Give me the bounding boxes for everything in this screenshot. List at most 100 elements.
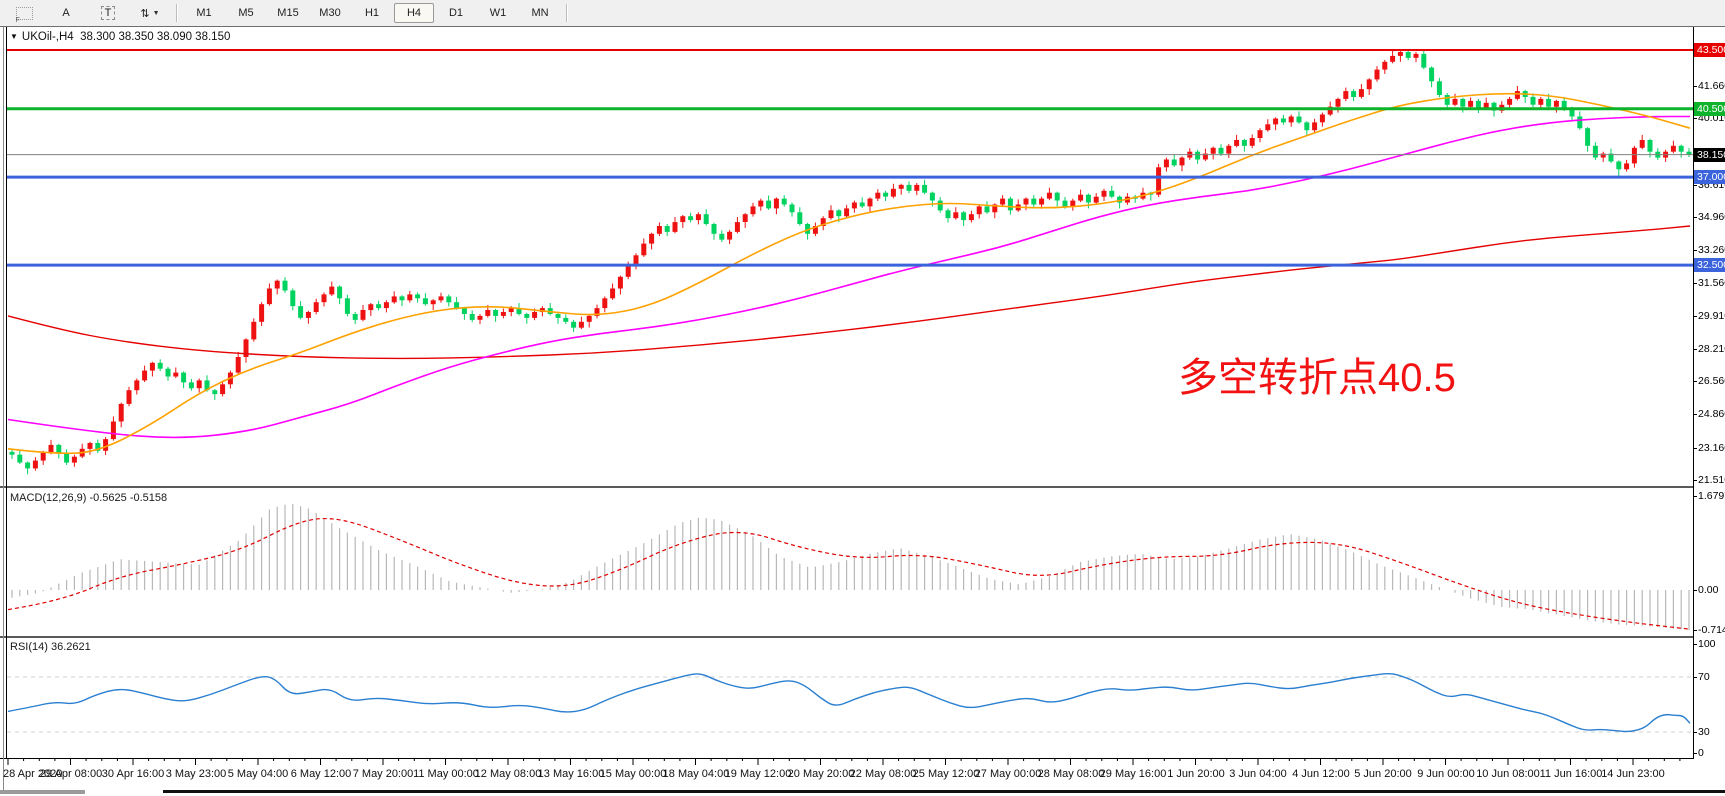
candle-body [352, 314, 358, 320]
candle-body [87, 443, 93, 449]
price-badge-43.500: 43.500 [1694, 43, 1725, 57]
candle-body [32, 460, 38, 469]
candle-body [563, 317, 569, 322]
price-axis-label: 23.160 [1698, 442, 1725, 454]
price-axis-label: 33.260 [1698, 244, 1725, 256]
scrollbar-track-line [163, 790, 1725, 793]
candle-body [922, 184, 928, 193]
candle-body [1117, 196, 1123, 203]
timeframe-button-d1[interactable]: D1 [448, 7, 464, 19]
candle-body [1007, 198, 1013, 211]
horizontal-scrollbar[interactable] [0, 789, 1725, 796]
candle-body [875, 192, 881, 199]
candle-body [1366, 79, 1372, 90]
candle-body [1553, 100, 1559, 107]
candle-body [828, 210, 834, 219]
price-badge-32.500: 32.500 [1694, 258, 1725, 272]
ma-fast-orange-line [7, 92, 1691, 455]
candle-body [251, 321, 257, 340]
candle-body [1374, 69, 1380, 80]
chart-window[interactable]: ▼ UKOil-,H4 38.300 38.350 38.090 38.150 M… [0, 27, 1725, 796]
timeframe-button-w1[interactable]: W1 [489, 7, 507, 19]
candle-body [1257, 130, 1263, 138]
candle-body [1241, 140, 1247, 146]
candle-body [532, 312, 538, 318]
candle-body [602, 298, 608, 309]
time-axis-label: 6 May 12:00 [290, 768, 352, 780]
candle-body [1265, 124, 1271, 131]
timeframe-button-h4[interactable]: H4 [394, 3, 434, 23]
candle-body [812, 226, 818, 234]
price-annotation-text[interactable]: 多空转折点40.5 [1178, 356, 1456, 400]
pane-separator[interactable] [0, 636, 1694, 638]
candle-body [742, 214, 748, 222]
candle-body [1249, 138, 1255, 146]
candle-body [1608, 153, 1614, 162]
candle-body [64, 452, 70, 463]
candle-body [181, 372, 187, 383]
rsi-axis-tick [1693, 732, 1697, 733]
candle-body [454, 302, 460, 309]
time-axis-label: 10 Jun 08:00 [1476, 768, 1540, 780]
candle-body [48, 444, 54, 453]
arrows-tool-button[interactable]: ⇅ ▼ [130, 3, 170, 23]
time-axis-label: 20 May 20:00 [787, 768, 855, 780]
rsi-pane-canvas[interactable] [0, 638, 1694, 758]
scrollbar-thumb[interactable] [0, 790, 85, 794]
candle-body [968, 214, 974, 221]
candle-body [664, 226, 670, 232]
candle-body [188, 382, 194, 389]
ma-slow-red-line [7, 225, 1691, 360]
candle-body [773, 198, 779, 209]
price-axis-label: 41.660 [1698, 80, 1725, 92]
candle-body [1343, 91, 1349, 99]
candle-body [719, 233, 725, 240]
collapse-caret-icon[interactable]: ▼ [10, 32, 18, 41]
candle-body [859, 202, 865, 207]
text-label-tool-button[interactable]: A [46, 3, 86, 23]
timeframe-button-h1[interactable]: H1 [364, 7, 380, 19]
text-box-tool-button[interactable]: T [88, 3, 128, 23]
price-axis-tick [1693, 316, 1697, 317]
candle-body [71, 456, 77, 463]
macd-pane-canvas[interactable] [0, 489, 1694, 635]
pane-separator[interactable] [0, 486, 1694, 488]
macd-signal-line [7, 517, 1691, 630]
candle-body [298, 306, 304, 318]
candle-body [1195, 151, 1201, 160]
price-badge-40.500: 40.500 [1694, 102, 1725, 116]
time-axis-label: 1 Jun 20:00 [1167, 768, 1225, 780]
candle-body [961, 212, 967, 221]
candle-body [524, 314, 530, 318]
timeframe-button-m1[interactable]: M1 [196, 7, 212, 19]
candle-body [633, 255, 639, 266]
rsi-axis-tick [1693, 644, 1697, 645]
candle-body [1218, 147, 1224, 154]
toolbar-separator [176, 4, 178, 22]
candle-body [1678, 145, 1684, 152]
timeframe-button-m15[interactable]: M15 [277, 7, 299, 19]
candle-body [727, 231, 733, 240]
candle-body [274, 280, 280, 289]
candle-body [703, 214, 709, 224]
candle-body [1000, 198, 1006, 205]
time-axis-label: 28 Apr 2020 [3, 768, 63, 780]
time-axis-label: 19 May 12:00 [724, 768, 792, 780]
macd-axis-tick [1693, 630, 1697, 631]
price-axis-tick [1693, 349, 1697, 350]
candle-body [1312, 122, 1318, 131]
candle-body [1226, 145, 1232, 154]
candle-body [1101, 190, 1107, 197]
timeframe-button-m30[interactable]: M30 [319, 7, 341, 19]
candle-body [1444, 95, 1450, 105]
candle-body [1054, 192, 1060, 201]
candle-body [469, 314, 475, 320]
time-axis-label: 12 May 08:00 [474, 768, 542, 780]
candle-body [1460, 98, 1466, 107]
main-chart-canvas[interactable] [0, 27, 1694, 486]
timeframe-button-m5[interactable]: M5 [238, 7, 254, 19]
candle-body [1639, 140, 1645, 148]
timeframe-button-mn[interactable]: MN [531, 7, 549, 19]
time-axis-label: 18 May 04:00 [662, 768, 730, 780]
grid-f-tool-button[interactable]: F [4, 3, 44, 24]
